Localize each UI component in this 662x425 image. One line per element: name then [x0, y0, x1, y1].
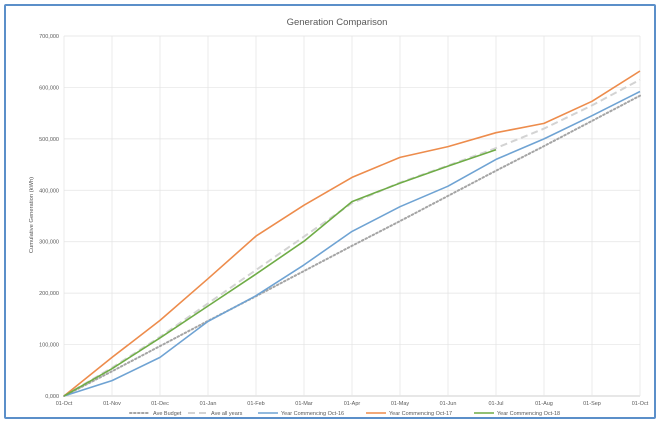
- x-tick-label: 01-Oct: [632, 401, 649, 407]
- legend-label-5: Year Commencing Oct-18: [497, 411, 560, 417]
- chart-frame: [4, 4, 656, 419]
- x-tick-label: 01-Jul: [489, 401, 504, 407]
- x-tick-label: 01-Mar: [295, 401, 313, 407]
- y-tick-labels: 0,000 100,000 200,000 300,000 400,000 500,000…: [39, 34, 59, 400]
- y-tick-label: 200,000: [39, 291, 59, 297]
- y-tick-label: 400,000: [39, 188, 59, 194]
- legend-label-1: Ave Budget: [153, 411, 182, 417]
- chart-title: Generation Comparison: [287, 17, 388, 28]
- series-line-2: [63, 78, 641, 397]
- x-tick-label: 01-Dec: [151, 401, 169, 407]
- x-tick-labels: 01-Oct 01-Nov 01-Dec 01-Jan 01-Feb 01-Mar 01-A…: [56, 401, 649, 407]
- y-tick-label: 700,000: [39, 34, 59, 40]
- y-tick-label: 100,000: [39, 343, 59, 349]
- series-line-3: [63, 90, 641, 397]
- x-tick-label: 01-May: [391, 401, 410, 407]
- legend-label-2: Ave all years: [211, 411, 243, 417]
- x-tick-label: 01-Oct: [56, 401, 73, 407]
- series-line-5: [63, 148, 497, 397]
- x-tick-label: 01-Jan: [200, 401, 217, 407]
- x-tick-label: 01-Apr: [344, 401, 361, 407]
- y-tick-label: 600,000: [39, 85, 59, 91]
- series-line-1: [63, 94, 641, 397]
- legend-label-4: Year Commencing Oct-17: [389, 411, 452, 417]
- y-tick-label: 0,000: [45, 394, 59, 400]
- y-axis-label: Cumulative Generation (kWh): [29, 177, 35, 253]
- x-tick-label: 01-Nov: [103, 401, 121, 407]
- x-tick-label: 01-Aug: [535, 401, 553, 407]
- y-tick-label: 300,000: [39, 240, 59, 246]
- legend-label-3: Year Commencing Oct-16: [281, 411, 344, 417]
- legend: Ave Budget Ave all years Year Commencing O…: [129, 411, 560, 417]
- x-tick-label: 01-Sep: [583, 401, 601, 407]
- x-tick-label: 01-Jun: [440, 401, 457, 407]
- series-line-4: [63, 70, 641, 397]
- y-tick-label: 500,000: [39, 137, 59, 143]
- x-tick-label: 01-Feb: [247, 401, 264, 407]
- series-lines: [63, 70, 641, 397]
